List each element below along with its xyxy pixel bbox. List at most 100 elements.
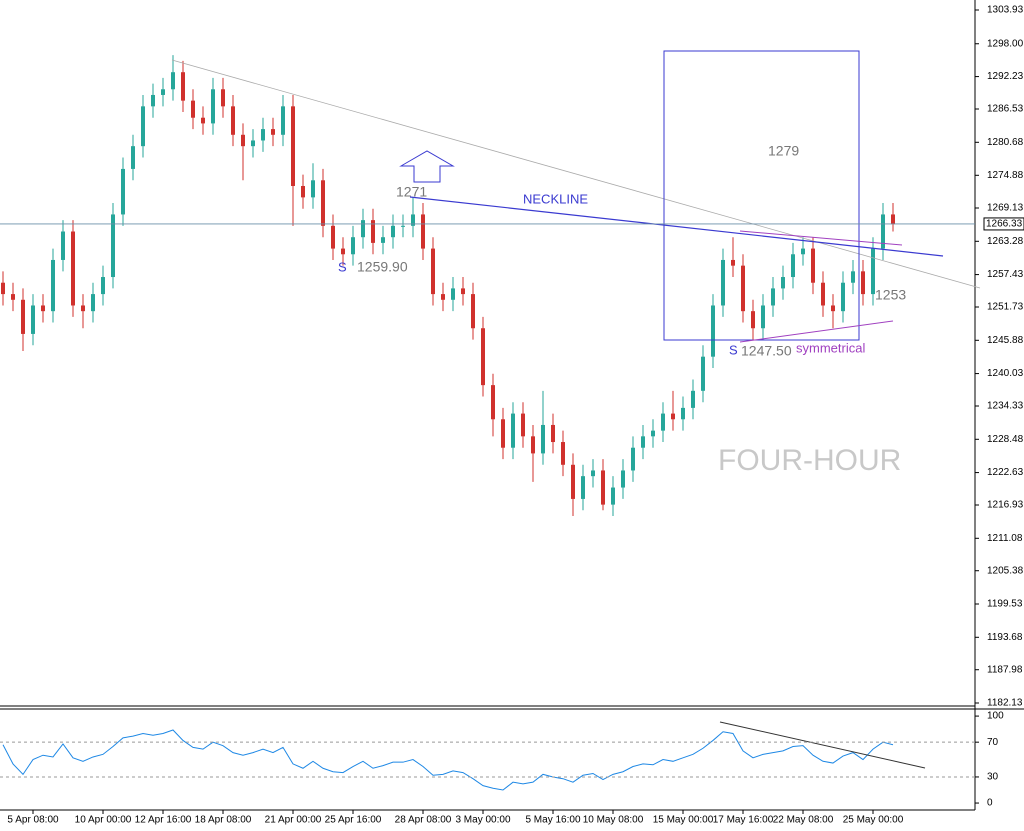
y-tick-label: 100 (987, 711, 1004, 722)
candle-body (11, 294, 15, 300)
candle-body (301, 185, 305, 198)
candle-body (751, 311, 755, 329)
triangle-line (739, 230, 903, 246)
arrow-up (399, 150, 455, 183)
candle-body (231, 106, 235, 135)
candle-body (881, 214, 885, 249)
y-tick-label: 1257.43 (987, 269, 1024, 280)
candle-body (711, 305, 715, 357)
candle-body (271, 129, 275, 135)
candle-body (831, 305, 835, 312)
candle-body (691, 390, 695, 408)
marks (1, 55, 895, 791)
candle-body (281, 106, 285, 135)
candle-body (611, 487, 615, 505)
y-tick-label: 1245.88 (987, 335, 1024, 346)
x-tick-label: 22 May 08:00 (773, 815, 834, 826)
y-tick-label: 1269.13 (987, 203, 1024, 214)
candle-body (21, 299, 25, 334)
candle-body (381, 237, 385, 243)
candle-body (111, 214, 115, 278)
annotation: S (338, 259, 347, 274)
candle-body (621, 470, 625, 488)
y-tick-label: 1228.48 (987, 434, 1024, 445)
x-tick-label: 5 Apr 08:00 (7, 815, 59, 826)
candle-body (731, 259, 735, 266)
annotation: NECKLINE (523, 191, 588, 206)
annotation: 1271 (396, 184, 427, 200)
candle-body (221, 89, 225, 107)
candle-body (371, 220, 375, 243)
candle-body (141, 106, 145, 147)
candle-body (361, 220, 365, 238)
candle-body (841, 282, 845, 312)
candle-body (211, 89, 215, 124)
candle-body (591, 470, 595, 477)
candle-body (161, 89, 165, 95)
candle-body (671, 413, 675, 420)
candle-body (201, 117, 205, 124)
candle-body (101, 277, 105, 295)
candle-body (181, 72, 185, 101)
last-price-box (983, 217, 1024, 231)
candle-body (851, 271, 855, 283)
candle-body (61, 231, 65, 260)
y-tick-label: 0 (987, 798, 993, 809)
candle-body (631, 447, 635, 471)
candle-body (41, 305, 45, 312)
candle-body (431, 248, 435, 295)
x-tick-label: 10 May 08:00 (583, 815, 644, 826)
candle-body (241, 134, 245, 147)
candle-body (1, 282, 5, 295)
candle-body (801, 248, 805, 255)
y-tick-label: 1199.53 (987, 599, 1023, 610)
y-tick-label: 1216.93 (987, 500, 1024, 511)
candle-body (51, 259, 55, 312)
y-tick-label: 1251.73 (987, 302, 1024, 313)
candle-body (391, 225, 395, 238)
candle-body (651, 430, 655, 437)
candle-body (441, 294, 445, 300)
candle-body (891, 214, 895, 225)
annotation: 1247.50 (741, 343, 792, 359)
x-tick-label: 12 Apr 16:00 (135, 815, 192, 826)
y-tick-label: 1193.68 (987, 632, 1023, 643)
candle-body (561, 442, 565, 465)
y-tick-label: 1240.03 (987, 368, 1024, 379)
y-tick-label: 1182.13 (987, 698, 1023, 709)
candle-body (511, 413, 515, 448)
candle-body (191, 100, 195, 118)
candle-body (81, 305, 85, 312)
x-tick-label: 18 Apr 08:00 (195, 815, 252, 826)
x-tick-label: 25 May 00:00 (843, 815, 904, 826)
last-price-label: 1266.33 (986, 219, 1023, 230)
candle-body (781, 277, 785, 289)
candle-body (491, 385, 495, 420)
y-tick-label: 1280.68 (987, 137, 1024, 148)
watermark: FOUR-HOUR (718, 444, 901, 477)
x-tick-label: 21 Apr 00:00 (265, 815, 322, 826)
candle-body (601, 470, 605, 505)
candle-body (821, 282, 825, 306)
neckline (409, 196, 944, 257)
candle-body (541, 424, 545, 454)
candle-body (701, 356, 705, 391)
target-box (663, 50, 860, 341)
y-tick-label: 1274.88 (987, 170, 1024, 181)
y-tick-label: 1292.23 (987, 71, 1024, 82)
x-tick-label: 5 May 16:00 (525, 815, 580, 826)
candle-body (661, 413, 665, 431)
annotation: S (729, 342, 738, 357)
trend-line (171, 59, 981, 289)
candle-body (351, 237, 355, 255)
candle-body (251, 140, 255, 147)
y-tick-label: 1187.98 (987, 664, 1023, 675)
candle-body (411, 214, 415, 226)
candle-body (321, 180, 325, 226)
candle-body (581, 476, 585, 499)
y-tick-label: 1263.28 (987, 236, 1024, 247)
candle-body (91, 294, 95, 312)
candle-body (811, 248, 815, 283)
candle-body (551, 424, 555, 443)
